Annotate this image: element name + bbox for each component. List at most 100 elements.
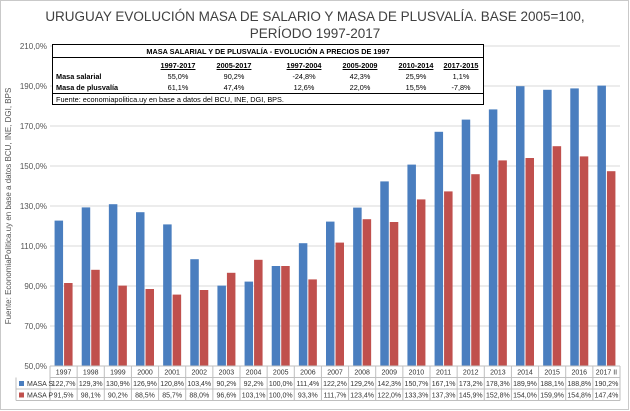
info-table-cell: -24,8% xyxy=(292,72,316,81)
data-label: 96,6% xyxy=(216,393,236,400)
info-table-header: 2017-2015 xyxy=(443,61,479,70)
data-label: 190,2% xyxy=(595,381,619,388)
bar-masa-p xyxy=(64,283,73,366)
x-tick-label: 2000 xyxy=(137,370,153,377)
info-table-header: 1997-2017 xyxy=(160,61,196,70)
bar-masa-p xyxy=(254,259,263,366)
x-tick-label: 2002 xyxy=(191,370,207,377)
info-table-cell: 15,5% xyxy=(405,83,427,92)
data-label: 154,8% xyxy=(567,393,591,400)
data-label: 88,5% xyxy=(135,393,155,400)
bar-masa-s xyxy=(81,207,91,366)
data-label: 122,0% xyxy=(377,393,401,400)
data-label: 189,9% xyxy=(513,381,537,388)
data-label: 129,2% xyxy=(350,381,374,388)
data-label: 122,2% xyxy=(323,381,347,388)
bar-masa-s xyxy=(516,86,525,366)
info-table-title: MASA SALARIAL Y DE PLUSVALÍA - EVOLUCIÓN… xyxy=(146,47,390,56)
info-table-row-label: Masa de plusvalía xyxy=(56,83,119,92)
bar-masa-p xyxy=(525,158,534,366)
y-tick-label: 130,0% xyxy=(20,202,47,211)
data-label: 130,9% xyxy=(106,381,130,388)
info-table-cell: 25,9% xyxy=(405,72,427,81)
info-table-header: 2005-2009 xyxy=(342,61,378,70)
data-label: 147,4% xyxy=(595,393,619,400)
bar-masa-s xyxy=(488,109,498,367)
x-tick-label: 1997 xyxy=(56,370,72,377)
x-tick-label: 2010 xyxy=(409,370,425,377)
x-tick-label: 2005 xyxy=(273,370,289,377)
bar-masa-p xyxy=(118,285,127,366)
bar-masa-s xyxy=(434,131,444,366)
x-tick-label: 2003 xyxy=(219,370,235,377)
data-label: 154,0% xyxy=(513,393,537,400)
info-table-divider xyxy=(53,57,483,58)
data-label: 137,3% xyxy=(432,393,456,400)
bar-masa-s xyxy=(543,89,552,367)
y-tick-label: 190,0% xyxy=(20,82,47,91)
data-label: 91,5% xyxy=(54,393,74,400)
data-label: 90,2% xyxy=(216,381,236,388)
data-label: 133,3% xyxy=(405,393,429,400)
info-table: MASA SALARIAL Y DE PLUSVALÍA - EVOLUCIÓN… xyxy=(52,44,484,105)
y-axis-title: Fuente: EconomiaPolitica.uy en base a da… xyxy=(4,88,13,325)
bar-masa-s xyxy=(163,224,172,366)
bar-masa-s xyxy=(597,85,606,366)
bar-masa-s xyxy=(298,243,308,366)
bar-masa-p xyxy=(416,199,426,366)
data-label: 92,2% xyxy=(244,381,264,388)
data-label: 100,0% xyxy=(269,381,293,388)
x-tick-label: 2007 xyxy=(327,370,343,377)
x-tick-label: 2004 xyxy=(246,370,262,377)
info-table-header: 2010-2014 xyxy=(398,61,434,70)
bar-masa-p xyxy=(226,272,236,366)
bar-masa-p xyxy=(444,191,453,366)
bar-masa-s xyxy=(353,207,362,366)
x-tick-label: 2016 xyxy=(571,370,587,377)
x-tick-label: 2006 xyxy=(300,370,316,377)
data-label: 159,9% xyxy=(540,393,564,400)
x-tick-label: 1998 xyxy=(83,370,99,377)
x-tick-label: 2014 xyxy=(517,370,533,377)
bar-masa-p xyxy=(308,279,317,366)
info-table-row-label: Masa salarial xyxy=(56,72,102,81)
data-label: 178,3% xyxy=(486,381,510,388)
data-label: 93,3% xyxy=(298,393,318,400)
data-label: 142,3% xyxy=(377,381,401,388)
bar-masa-s xyxy=(461,119,471,366)
y-tick-label: 150,0% xyxy=(20,162,47,171)
bar-masa-p xyxy=(471,174,480,366)
legend-label: MASA P xyxy=(27,393,53,400)
info-table-header: 1997-2004 xyxy=(286,61,322,70)
data-label: 123,4% xyxy=(350,393,374,400)
data-label: 167,1% xyxy=(432,381,456,388)
data-label: 188,1% xyxy=(540,381,564,388)
bar-masa-p xyxy=(389,222,399,366)
data-label: 85,7% xyxy=(162,393,182,400)
data-label: 126,9% xyxy=(133,381,157,388)
x-tick-label: 2015 xyxy=(544,370,560,377)
info-table-cell: 22,0% xyxy=(349,83,371,92)
bar-masa-s xyxy=(244,281,254,366)
data-label: 111,7% xyxy=(324,393,347,400)
data-label: 120,8% xyxy=(160,381,184,388)
x-tick-label: 2008 xyxy=(354,370,370,377)
info-table-divider xyxy=(53,93,483,94)
bar-masa-s xyxy=(108,204,118,366)
y-tick-label: 170,0% xyxy=(20,122,47,131)
x-tick-label: 2011 xyxy=(436,370,451,377)
bar-masa-s xyxy=(190,259,199,366)
x-tick-label: 2012 xyxy=(463,370,479,377)
info-table-cell: 90,2% xyxy=(223,72,245,81)
chart-title-line2: PERÍODO 1997-2017 xyxy=(249,26,381,41)
y-tick-label: 110,0% xyxy=(20,242,47,251)
bar-masa-s xyxy=(217,285,226,366)
y-tick-label: 50,0% xyxy=(24,362,47,371)
info-table-cell: 12,6% xyxy=(293,83,315,92)
y-tick-label: 70,0% xyxy=(24,322,47,331)
bar-masa-p xyxy=(172,294,182,366)
bar-masa-s xyxy=(54,220,64,366)
bar-masa-p xyxy=(335,242,344,366)
info-table-cell: -7,8% xyxy=(451,83,471,92)
